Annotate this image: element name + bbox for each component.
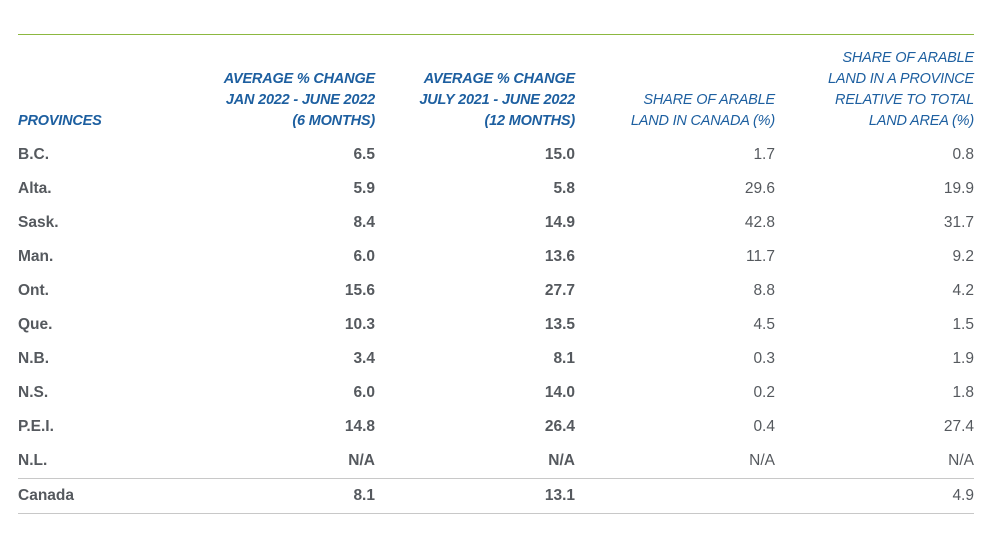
province-cell: Que.: [18, 316, 53, 333]
avg-change-6m-cell: 5.9: [353, 180, 375, 197]
province-cell: Man.: [18, 248, 54, 265]
share-arable-province-cell: 19.9: [943, 180, 974, 197]
share-arable-province-cell: 4.9: [775, 478, 974, 514]
share-arable-province-cell: 4.2: [952, 282, 974, 299]
avg-change-6m-cell: 10.3: [344, 316, 375, 333]
avg-change-12m-cell: 14.0: [544, 384, 575, 401]
share-arable-canada-cell: 0.4: [753, 418, 775, 435]
avg-change-6m-cell: 8.4: [353, 214, 375, 231]
province-cell: N.L.: [18, 452, 48, 469]
province-cell: N.B.: [18, 350, 49, 367]
farmland-value-table: PROVINCES AVERAGE % CHANGE JAN 2022 - JU…: [18, 48, 974, 514]
table-row: B.C. 6.5 15.0 1.7 0.8: [18, 138, 974, 172]
table-body: B.C. 6.5 15.0 1.7 0.8 Alta. 5.9 5.8 29.6 19.9 Sask…: [18, 138, 974, 514]
avg-change-12m-cell: 26.4: [544, 418, 575, 435]
province-cell: Sask.: [18, 214, 59, 231]
avg-change-6m-cell: 6.5: [353, 146, 375, 163]
avg-change-6m-cell: 6.0: [353, 384, 375, 401]
table-row: P.E.I. 14.8 26.4 0.4 27.4: [18, 410, 974, 444]
province-cell: N.S.: [18, 384, 49, 401]
share-arable-canada-cell: 1.7: [753, 146, 775, 163]
share-arable-canada-cell: N/A: [749, 452, 775, 469]
total-row: Canada 8.1 13.1 4.9: [18, 478, 974, 514]
table-row: Alta. 5.9 5.8 29.6 19.9: [18, 172, 974, 206]
avg-change-12m-cell: 14.9: [544, 214, 575, 231]
avg-change-6m-cell: 15.6: [344, 282, 375, 299]
share-arable-canada-cell: 4.5: [753, 316, 775, 333]
avg-change-12m-cell: 8.1: [553, 350, 575, 367]
table-row: Que. 10.3 13.5 4.5 1.5: [18, 308, 974, 342]
avg-change-12m-cell: 27.7: [544, 282, 575, 299]
header-provinces: PROVINCES: [18, 113, 102, 129]
avg-change-12m-cell: 15.0: [544, 146, 575, 163]
header-avg-change-6-months: AVERAGE % CHANGE JAN 2022 - JUNE 2022 (6…: [223, 71, 375, 129]
table-row: Sask. 8.4 14.9 42.8 31.7: [18, 206, 974, 240]
share-arable-canada-cell: 11.7: [745, 248, 775, 265]
province-cell: Ont.: [18, 282, 49, 299]
share-arable-province-cell: 1.9: [952, 350, 974, 367]
share-arable-canada-cell: 0.3: [753, 350, 775, 367]
table-row: Man. 6.0 13.6 11.7 9.2: [18, 240, 974, 274]
avg-change-12m-cell: 13.1: [375, 478, 575, 514]
table-row: Ont. 15.6 27.7 8.8 4.2: [18, 274, 974, 308]
share-arable-province-cell: 27.4: [943, 418, 974, 435]
avg-change-12m-cell: N/A: [548, 452, 575, 469]
table-row: N.B. 3.4 8.1 0.3 1.9: [18, 342, 974, 376]
avg-change-6m-cell: 14.8: [344, 418, 375, 435]
header-share-arable-canada: SHARE OF ARABLE LAND IN CANADA (%): [630, 92, 775, 129]
province-cell: B.C.: [18, 146, 49, 163]
avg-change-6m-cell: N/A: [348, 452, 375, 469]
table-row: N.S. 6.0 14.0 0.2 1.8: [18, 376, 974, 410]
share-arable-province-cell: 31.7: [943, 214, 974, 231]
header-row: PROVINCES AVERAGE % CHANGE JAN 2022 - JU…: [18, 48, 974, 138]
top-divider: [18, 34, 974, 35]
province-cell: Alta.: [18, 180, 52, 197]
share-arable-canada-cell: [575, 478, 775, 514]
header-share-arable-province: SHARE OF ARABLE LAND IN A PROVINCE RELAT…: [828, 50, 974, 129]
avg-change-12m-cell: 13.6: [544, 248, 575, 265]
table-row: N.L. N/A N/A N/A N/A: [18, 444, 974, 479]
share-arable-canada-cell: 42.8: [744, 214, 775, 231]
share-arable-province-cell: 0.8: [952, 146, 974, 163]
share-arable-province-cell: 9.2: [952, 248, 974, 265]
header-avg-change-12-months: AVERAGE % CHANGE JULY 2021 - JUNE 2022 (…: [419, 71, 575, 129]
avg-change-12m-cell: 5.8: [553, 180, 575, 197]
share-arable-canada-cell: 8.8: [753, 282, 775, 299]
share-arable-canada-cell: 0.2: [753, 384, 775, 401]
share-arable-province-cell: 1.5: [952, 316, 974, 333]
province-cell: Canada: [18, 478, 203, 514]
share-arable-province-cell: N/A: [948, 452, 974, 469]
share-arable-province-cell: 1.8: [952, 384, 974, 401]
avg-change-12m-cell: 13.5: [544, 316, 575, 333]
avg-change-6m-cell: 3.4: [353, 350, 375, 367]
avg-change-6m-cell: 6.0: [353, 248, 375, 265]
share-arable-canada-cell: 29.6: [744, 180, 775, 197]
province-cell: P.E.I.: [18, 418, 54, 435]
avg-change-6m-cell: 8.1: [203, 478, 375, 514]
